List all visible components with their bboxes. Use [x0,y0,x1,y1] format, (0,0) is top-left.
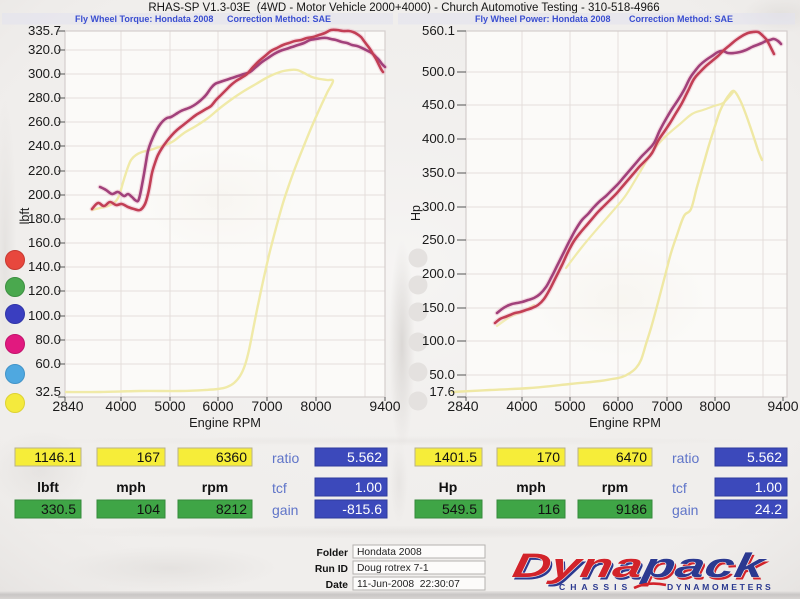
svg-text:Run ID: Run ID [315,564,348,575]
svg-text:60.0: 60.0 [35,356,61,371]
svg-text:400.0: 400.0 [422,131,455,146]
svg-text:1.00: 1.00 [355,479,382,495]
svg-text:Hondata 2008: Hondata 2008 [357,547,422,558]
svg-text:1401.5: 1401.5 [434,449,477,465]
svg-text:2840: 2840 [447,398,478,414]
svg-text:2840: 2840 [52,398,83,414]
svg-text:220.0: 220.0 [28,163,61,178]
svg-text:Date: Date [326,580,349,591]
svg-text:9400: 9400 [767,398,798,414]
svg-text:150.0: 150.0 [422,300,455,315]
svg-text:8212: 8212 [216,501,247,517]
svg-text:560.1: 560.1 [422,23,455,38]
svg-text:8000: 8000 [300,398,331,414]
svg-text:17.6: 17.6 [429,384,455,399]
svg-text:tcf: tcf [672,480,687,496]
svg-text:ratio: ratio [672,450,699,466]
svg-text:120.0: 120.0 [28,283,61,298]
svg-text:Hp: Hp [409,205,423,221]
svg-text:5000: 5000 [154,398,185,414]
svg-text:320.0: 320.0 [28,42,61,57]
svg-text:RHAS-SP V1.3-03E (4WD - Motor: RHAS-SP V1.3-03E (4WD - Motor Vehicle 20… [148,2,659,14]
svg-text:gain: gain [672,502,698,518]
svg-text:pack: pack [641,549,772,587]
svg-text:300.0: 300.0 [422,199,455,214]
svg-text:160.0: 160.0 [28,235,61,250]
svg-text:5000: 5000 [554,398,585,414]
svg-text:lbft: lbft [18,207,32,224]
svg-text:8000: 8000 [699,398,730,414]
svg-text:mph: mph [516,479,546,495]
svg-text:Correction Method: SAE: Correction Method: SAE [629,14,733,24]
svg-text:Dyna: Dyna [510,547,646,585]
svg-text:32.5: 32.5 [35,384,61,399]
svg-text:100.0: 100.0 [422,333,455,348]
svg-text:rpm: rpm [602,479,628,495]
svg-text:549.5: 549.5 [442,501,477,517]
svg-text:Fly Wheel Torque: Hondata 2008: Fly Wheel Torque: Hondata 2008 [75,14,213,24]
svg-text:Hp: Hp [439,479,458,495]
svg-text:tcf: tcf [272,480,287,496]
svg-text:280.0: 280.0 [28,90,61,105]
svg-text:167: 167 [137,449,161,465]
svg-text:350.0: 350.0 [422,165,455,180]
svg-text:Correction Method: SAE: Correction Method: SAE [227,14,331,24]
svg-text:Doug rotrex 7-1: Doug rotrex 7-1 [357,563,429,574]
svg-text:9186: 9186 [616,501,647,517]
svg-text:9400: 9400 [369,398,400,414]
svg-text:80.0: 80.0 [35,332,61,347]
svg-text:100.0: 100.0 [28,308,61,323]
svg-text:330.5: 330.5 [41,501,76,517]
svg-text:Engine RPM: Engine RPM [189,415,261,430]
svg-text:Folder: Folder [317,548,348,559]
svg-text:240.0: 240.0 [28,138,61,153]
svg-text:500.0: 500.0 [422,64,455,79]
svg-text:450.0: 450.0 [422,97,455,112]
svg-text:170: 170 [537,449,561,465]
svg-text:6360: 6360 [216,449,247,465]
svg-text:4000: 4000 [105,398,136,414]
svg-text:140.0: 140.0 [28,259,61,274]
svg-text:ratio: ratio [272,450,299,466]
svg-text:DYNAMOMETERS: DYNAMOMETERS [667,582,773,592]
svg-text:mph: mph [116,479,146,495]
svg-text:50.0: 50.0 [429,367,455,382]
svg-text:104: 104 [137,501,161,517]
svg-text:5.562: 5.562 [747,449,782,465]
svg-text:Fly Wheel Power: Hondata 2008: Fly Wheel Power: Hondata 2008 [475,14,611,24]
svg-text:300.0: 300.0 [28,66,61,81]
svg-text:11-Jun-2008 22:30:07: 11-Jun-2008 22:30:07 [357,579,460,590]
svg-text:200.0: 200.0 [28,187,61,202]
svg-text:24.2: 24.2 [755,501,782,517]
svg-text:rpm: rpm [202,479,228,495]
svg-text:116: 116 [538,501,561,517]
svg-text:pack: pack [639,547,770,585]
svg-text:1146.1: 1146.1 [34,449,76,465]
svg-text:6000: 6000 [602,398,633,414]
svg-text:6000: 6000 [202,398,233,414]
svg-text:7000: 7000 [251,398,282,414]
svg-text:200.0: 200.0 [422,266,455,281]
svg-text:6470: 6470 [616,449,647,465]
svg-text:5.562: 5.562 [347,449,382,465]
svg-text:260.0: 260.0 [28,114,61,129]
svg-text:Engine RPM: Engine RPM [589,415,661,430]
svg-text:-815.6: -815.6 [342,501,382,517]
svg-text:335.7: 335.7 [28,23,61,38]
svg-text:250.0: 250.0 [422,232,455,247]
svg-text:7000: 7000 [651,398,682,414]
svg-text:1.00: 1.00 [755,479,782,495]
svg-text:Dyna: Dyna [512,549,648,587]
svg-text:4000: 4000 [506,398,537,414]
svg-text:CHASSIS: CHASSIS [559,582,632,592]
svg-text:gain: gain [272,502,298,518]
svg-text:lbft: lbft [37,479,59,495]
svg-text:180.0: 180.0 [28,211,61,226]
